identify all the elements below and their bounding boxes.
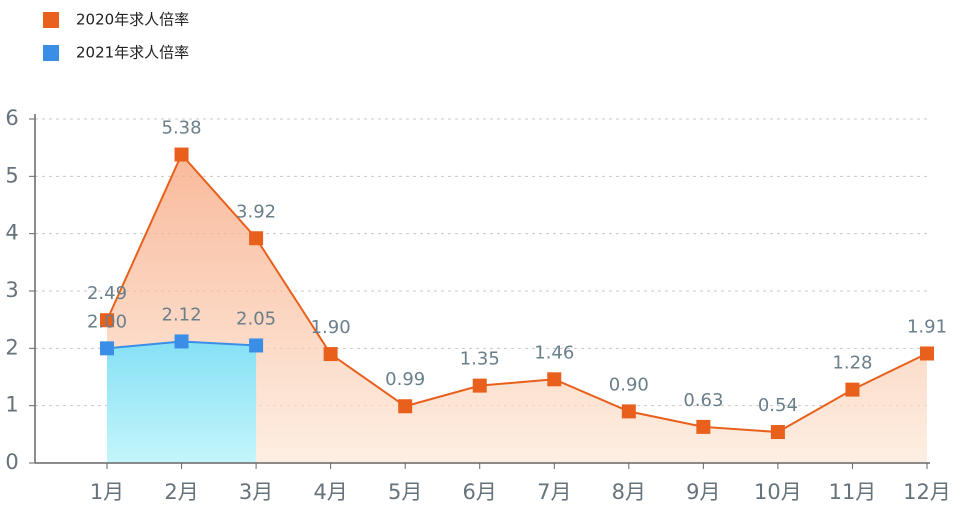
marker	[621, 404, 636, 419]
data-label: 2.12	[162, 304, 202, 325]
x-tick-label: 5月	[388, 480, 422, 504]
marker	[696, 419, 711, 434]
data-label: 2.49	[87, 283, 127, 304]
data-label: 0.54	[758, 395, 798, 416]
marker	[249, 231, 264, 246]
y-tick-label: 1	[5, 393, 18, 417]
x-tick-label: 9月	[686, 480, 720, 504]
data-label: 1.35	[460, 349, 500, 370]
x-tick-label: 10月	[754, 480, 802, 504]
data-label: 0.90	[609, 374, 649, 395]
data-label: 1.28	[832, 353, 872, 374]
marker	[547, 372, 562, 387]
x-tick-label: 11月	[829, 480, 877, 504]
data-label: 1.46	[534, 342, 574, 363]
marker	[845, 382, 860, 397]
marker	[472, 378, 487, 393]
x-tick-label: 7月	[537, 480, 571, 504]
y-tick-label: 2	[5, 335, 18, 359]
data-label: 0.99	[385, 369, 425, 390]
x-tick-label: 1月	[90, 480, 124, 504]
data-label: 1.90	[311, 317, 351, 338]
area	[107, 341, 257, 463]
marker	[770, 425, 785, 440]
marker	[174, 334, 189, 349]
data-label: 2.05	[236, 308, 276, 329]
data-label: 0.63	[683, 390, 723, 411]
y-tick-label: 0	[5, 450, 18, 474]
data-label: 5.38	[162, 118, 202, 139]
y-tick-label: 3	[5, 278, 18, 302]
legend-swatch	[43, 12, 59, 28]
legend-label: 2021年求人倍率	[76, 44, 189, 62]
x-tick-label: 4月	[313, 480, 347, 504]
marker	[174, 147, 189, 162]
marker	[920, 346, 934, 361]
y-tick-label: 6	[5, 106, 18, 130]
marker	[249, 338, 264, 353]
marker	[100, 313, 114, 328]
y-tick-label: 5	[5, 163, 18, 187]
y-tick-label: 4	[5, 221, 18, 245]
marker	[100, 341, 114, 356]
legend-swatch	[43, 45, 59, 61]
data-label: 3.92	[236, 201, 276, 222]
data-label: 1.91	[907, 316, 947, 337]
data-label: 2.00	[87, 311, 127, 332]
marker	[398, 399, 413, 414]
x-tick-label: 8月	[612, 480, 646, 504]
marker	[323, 347, 338, 362]
legend-label: 2020年求人倍率	[76, 11, 189, 29]
x-tick-label: 12月	[903, 480, 951, 504]
x-tick-label: 6月	[463, 480, 497, 504]
x-tick-label: 3月	[239, 480, 273, 504]
area	[107, 154, 927, 463]
x-tick-label: 2月	[164, 480, 198, 504]
series-line	[106, 152, 928, 434]
